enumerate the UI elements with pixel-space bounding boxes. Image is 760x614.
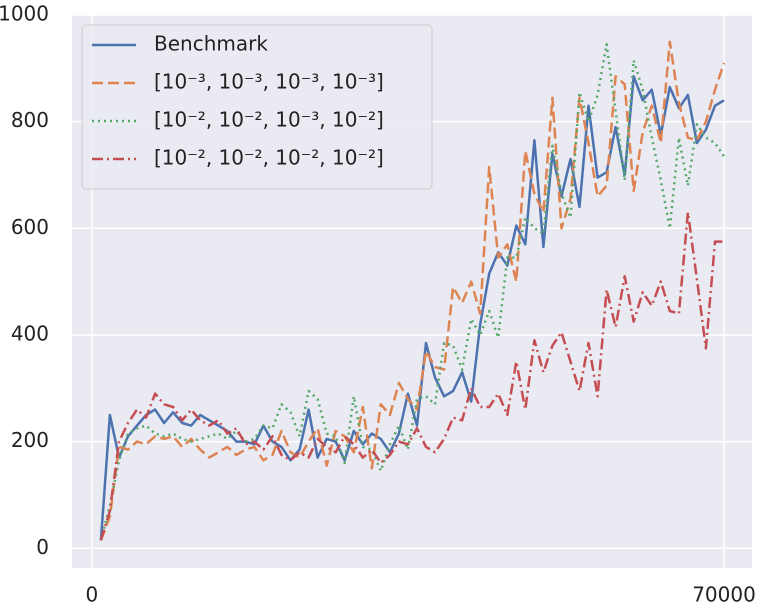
y-tick-label: 0 bbox=[36, 535, 49, 559]
y-tick-label: 600 bbox=[11, 215, 49, 239]
y-tick-label: 1000 bbox=[0, 2, 49, 26]
x-tick-label: 0 bbox=[86, 583, 99, 607]
x-tick-label: 70000 bbox=[692, 583, 756, 607]
legend-box bbox=[81, 24, 433, 190]
legend-label: [10⁻², 10⁻², 10⁻², 10⁻²] bbox=[154, 146, 384, 170]
legend-label: [10⁻³, 10⁻³, 10⁻³, 10⁻³] bbox=[154, 70, 384, 94]
series-line bbox=[99, 211, 724, 541]
y-tick-label: 400 bbox=[11, 321, 49, 345]
legend-label: Benchmark bbox=[154, 32, 268, 56]
series-line bbox=[99, 75, 725, 541]
series-line bbox=[99, 43, 726, 541]
y-tick-label: 800 bbox=[11, 108, 49, 132]
y-tick-label: 200 bbox=[11, 428, 49, 452]
legend-label: [10⁻², 10⁻², 10⁻³, 10⁻²] bbox=[154, 108, 384, 132]
legend: Benchmark [10⁻³, 10⁻³, 10⁻³, 10⁻³] [10⁻², … bbox=[81, 24, 433, 190]
